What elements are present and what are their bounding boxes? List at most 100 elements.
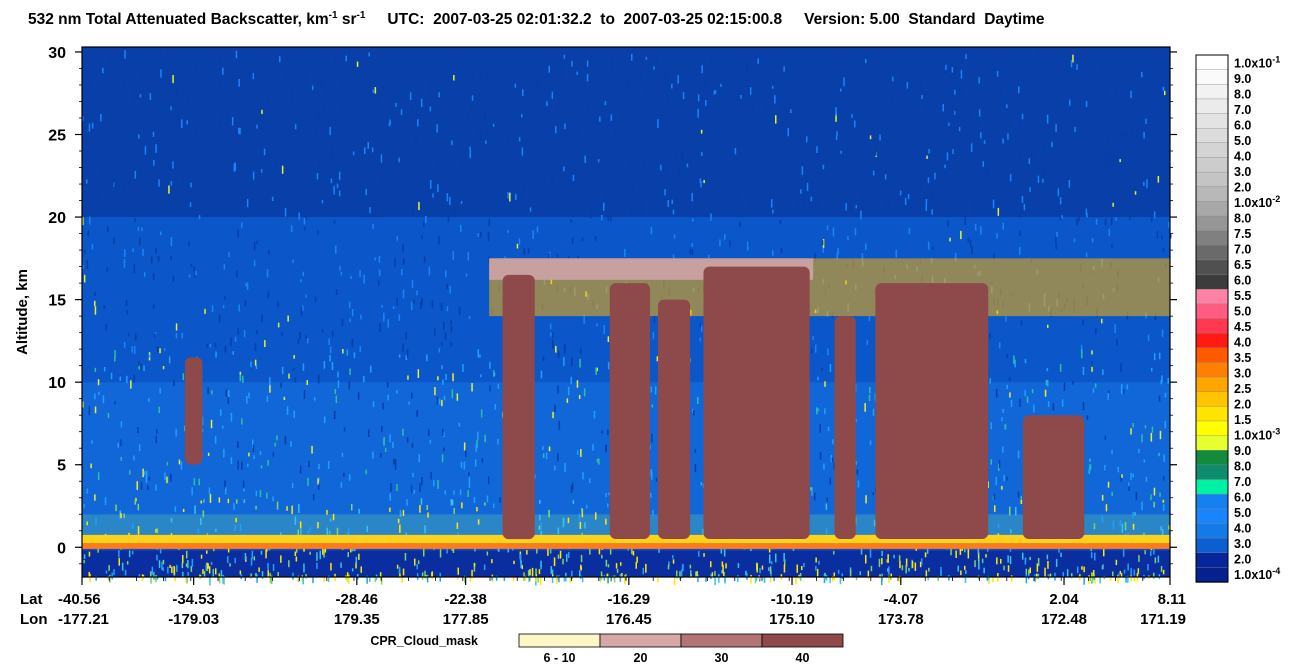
- noise-speck: [471, 569, 473, 579]
- noise-speck: [986, 577, 988, 581]
- noise-speck: [632, 183, 634, 190]
- noise-speck: [691, 249, 694, 255]
- noise-speck: [557, 453, 559, 462]
- noise-speck: [230, 457, 233, 464]
- noise-speck: [227, 498, 230, 504]
- noise-speck: [258, 567, 260, 572]
- noise-speck: [1062, 572, 1064, 578]
- noise-speck: [418, 454, 420, 463]
- noise-speck: [657, 576, 659, 583]
- noise-speck: [267, 291, 270, 298]
- noise-speck: [816, 568, 819, 577]
- noise-speck: [188, 241, 190, 246]
- noise-speck: [1006, 354, 1008, 359]
- noise-speck: [317, 522, 319, 529]
- noise-speck: [274, 178, 276, 183]
- noise-speck: [1132, 511, 1134, 519]
- noise-speck: [191, 558, 194, 567]
- noise-speck: [1110, 217, 1113, 226]
- noise-speck: [333, 411, 336, 420]
- noise-speck: [312, 576, 314, 584]
- noise-speck: [571, 60, 573, 67]
- noise-speck: [1010, 575, 1013, 582]
- noise-speck: [153, 572, 155, 580]
- noise-speck: [364, 212, 367, 217]
- noise-speck: [769, 577, 772, 583]
- noise-speck: [302, 305, 304, 312]
- noise-speck: [476, 439, 478, 448]
- noise-speck: [186, 550, 188, 559]
- noise-speck: [1107, 393, 1110, 400]
- noise-speck: [208, 487, 211, 495]
- noise-speck: [1141, 72, 1143, 78]
- noise-speck: [295, 556, 298, 562]
- noise-speck: [1013, 355, 1015, 364]
- noise-speck: [90, 463, 92, 469]
- title-version: Version: 5.00: [804, 11, 900, 29]
- noise-speck: [222, 67, 224, 75]
- noise-speck: [1044, 389, 1047, 397]
- noise-speck: [551, 569, 554, 575]
- noise-speck: [207, 563, 209, 569]
- noise-speck: [366, 525, 368, 532]
- noise-speck: [603, 325, 605, 334]
- noise-speck: [155, 247, 157, 254]
- noise-speck: [234, 162, 236, 171]
- noise-speck: [277, 322, 280, 328]
- noise-speck: [231, 153, 233, 162]
- noise-speck: [253, 260, 256, 267]
- colorbar-swatch: [1195, 508, 1229, 525]
- noise-speck: [1102, 564, 1104, 570]
- noise-speck: [223, 576, 225, 585]
- noise-speck: [317, 374, 320, 384]
- noise-speck: [783, 553, 785, 562]
- noise-speck: [996, 70, 999, 77]
- noise-speck: [367, 142, 369, 149]
- noise-speck: [119, 376, 121, 381]
- noise-speck: [227, 396, 230, 404]
- noise-speck: [299, 332, 301, 339]
- noise-speck: [576, 71, 578, 75]
- noise-speck: [441, 342, 443, 346]
- noise-speck: [390, 483, 392, 492]
- noise-speck: [927, 177, 930, 183]
- noise-speck: [932, 246, 934, 250]
- noise-speck: [124, 126, 126, 133]
- noise-speck: [188, 274, 191, 278]
- cloud-column: [1022, 415, 1085, 539]
- noise-speck: [699, 178, 702, 184]
- x-row-label-lat: Lat: [20, 591, 43, 608]
- noise-speck: [300, 279, 302, 283]
- noise-speck: [94, 306, 97, 315]
- noise-speck: [148, 354, 151, 358]
- noise-speck: [393, 458, 395, 465]
- noise-speck: [1069, 99, 1071, 106]
- noise-speck: [563, 166, 565, 172]
- noise-speck: [1153, 487, 1156, 496]
- noise-speck: [410, 485, 413, 493]
- noise-speck: [133, 374, 135, 383]
- noise-speck: [220, 409, 222, 416]
- noise-speck: [486, 73, 488, 80]
- noise-speck: [239, 371, 242, 377]
- noise-speck: [584, 155, 586, 163]
- noise-speck: [1031, 389, 1034, 394]
- cpr-legend-label: 30: [715, 651, 729, 665]
- noise-speck: [605, 559, 608, 567]
- cpr-legend-title: CPR_Cloud_mask: [370, 634, 478, 648]
- noise-speck: [433, 480, 435, 487]
- noise-speck: [292, 572, 294, 580]
- noise-speck: [86, 260, 89, 269]
- noise-speck: [607, 362, 610, 370]
- noise-speck: [166, 51, 168, 58]
- noise-speck: [1056, 231, 1058, 238]
- noise-speck: [471, 383, 473, 392]
- noise-speck: [825, 503, 828, 510]
- noise-speck: [819, 452, 822, 460]
- noise-speck: [536, 546, 538, 554]
- noise-speck: [952, 149, 954, 154]
- noise-speck: [156, 554, 158, 561]
- noise-speck: [667, 200, 669, 207]
- noise-speck: [317, 230, 319, 235]
- noise-speck: [1162, 475, 1165, 481]
